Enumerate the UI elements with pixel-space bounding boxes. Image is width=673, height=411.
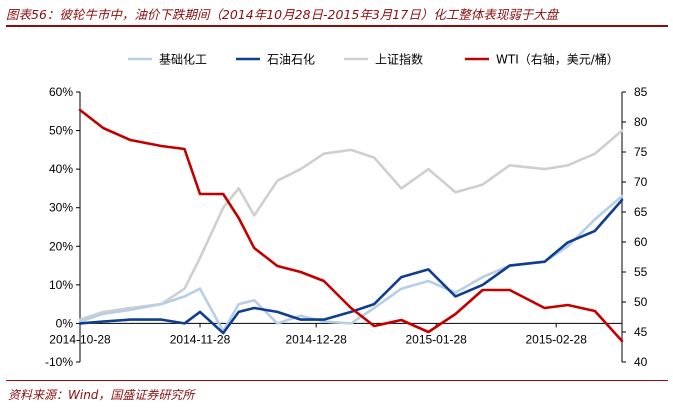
series-lines bbox=[78, 108, 624, 343]
source-note: 资料来源：Wind，国盛证券研究所 bbox=[8, 388, 195, 402]
left-tick-label: 10% bbox=[49, 278, 73, 292]
series-line-3 bbox=[78, 129, 624, 321]
right-tick-label: 60 bbox=[634, 235, 648, 249]
source-rule bbox=[6, 380, 668, 381]
legend-label-4: WTI（右轴，美元/桶） bbox=[496, 52, 619, 67]
right-tick-label: 70 bbox=[634, 175, 648, 189]
right-tick-label: 80 bbox=[634, 115, 648, 129]
right-tick-label: 40 bbox=[634, 355, 648, 369]
x-tick-label: 2014-10-28 bbox=[49, 332, 111, 346]
x-tick-label: 2015-02-28 bbox=[525, 332, 587, 346]
axes: -10% 0% 10% 20% 30% 40% 50% 60% 40 45 50 55 60 65 70 75… bbox=[45, 85, 648, 369]
left-tick-label: 0% bbox=[56, 316, 74, 330]
left-tick-label: 60% bbox=[49, 85, 73, 99]
right-tick-label: 75 bbox=[634, 145, 648, 159]
title-rule bbox=[6, 25, 668, 27]
legend-label-3: 上证指数 bbox=[375, 52, 423, 67]
legend: 基础化工 石油石化 上证指数 WTI（右轴，美元/桶） bbox=[128, 52, 619, 67]
right-tick-label: 45 bbox=[634, 325, 648, 339]
right-tick-label: 65 bbox=[634, 205, 648, 219]
x-tick-label: 2014-11-28 bbox=[170, 332, 231, 346]
x-tick-label: 2014-12-28 bbox=[285, 332, 347, 346]
left-tick-label: 50% bbox=[49, 124, 73, 138]
right-tick-label: 50 bbox=[634, 295, 648, 309]
left-tick-label: -10% bbox=[45, 355, 73, 369]
left-tick-label: 20% bbox=[49, 239, 73, 253]
legend-label-1: 基础化工 bbox=[159, 53, 207, 67]
legend-label-2: 石油石化 bbox=[267, 53, 315, 67]
series-line-2 bbox=[78, 198, 624, 335]
left-tick-label: 30% bbox=[49, 201, 73, 215]
series-line-4 bbox=[78, 108, 624, 343]
chart-title: 图表56：彼轮牛市中，油价下跌期间（2014年10月28日-2015年3月17日… bbox=[6, 7, 559, 22]
left-tick-label: 40% bbox=[49, 162, 73, 176]
right-tick-label: 85 bbox=[634, 85, 648, 99]
right-tick-label: 55 bbox=[634, 265, 648, 279]
x-tick-label: 2015-01-28 bbox=[405, 332, 467, 346]
